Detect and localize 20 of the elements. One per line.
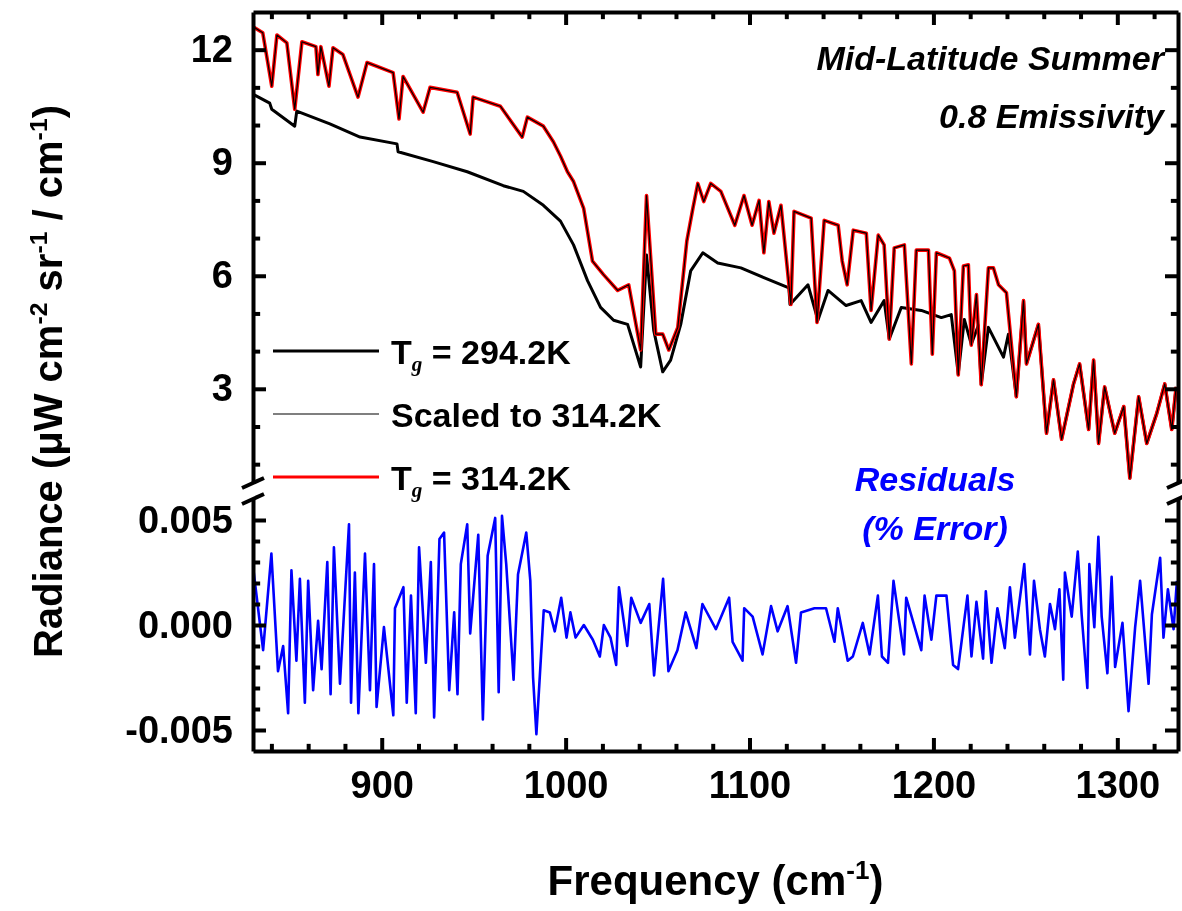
x-tick-label: 1300 bbox=[1075, 763, 1161, 806]
annotation: Residuals bbox=[854, 460, 1016, 498]
legend-label: T$_{g}$ = 314.2K bbox=[391, 459, 572, 503]
x-tick-label: 1200 bbox=[891, 763, 977, 806]
legend-label: Scaled to 314.2K bbox=[391, 396, 662, 434]
y-tick-label: 0.005 bbox=[137, 498, 233, 541]
annotation: Mid-Latitude Summer bbox=[816, 39, 1166, 77]
y-tick-label: -0.005 bbox=[125, 708, 233, 751]
y-tick-label: 3 bbox=[211, 367, 233, 410]
annotation: 0.8 Emissivity bbox=[939, 97, 1167, 135]
y-tick-label: 6 bbox=[211, 254, 233, 297]
y-tick-label: 9 bbox=[211, 141, 233, 184]
x-axis-title: Frequency (cm$^{-1}$) bbox=[547, 855, 884, 904]
y-tick-label: 12 bbox=[190, 28, 233, 71]
annotation: (% Error) bbox=[862, 509, 1008, 547]
x-tick-label: 1000 bbox=[523, 763, 609, 806]
y-tick-label: 0.000 bbox=[137, 603, 233, 646]
x-tick-label: 1100 bbox=[708, 763, 792, 806]
x-tick-label: 900 bbox=[350, 763, 414, 806]
legend-label: T$_{g}$ = 294.2K bbox=[391, 333, 572, 377]
